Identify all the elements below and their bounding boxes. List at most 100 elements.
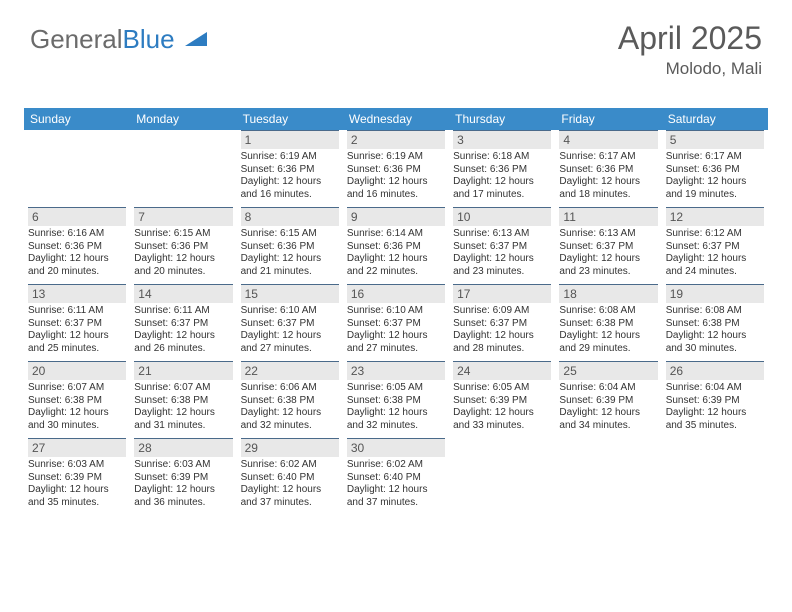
logo-text-gray: General xyxy=(30,24,123,54)
day-number: 25 xyxy=(559,361,657,380)
day-number: 19 xyxy=(666,284,764,303)
day-details: Sunrise: 6:19 AMSunset: 6:36 PMDaylight:… xyxy=(347,151,445,201)
day-details: Sunrise: 6:13 AMSunset: 6:37 PMDaylight:… xyxy=(559,228,657,278)
day-details: Sunrise: 6:02 AMSunset: 6:40 PMDaylight:… xyxy=(241,459,339,509)
calendar-day: 24 Sunrise: 6:05 AMSunset: 6:39 PMDayligh… xyxy=(449,361,555,438)
day-number: 11 xyxy=(559,207,657,226)
day-number: 6 xyxy=(28,207,126,226)
day-details: Sunrise: 6:16 AMSunset: 6:36 PMDaylight:… xyxy=(28,228,126,278)
day-details: Sunrise: 6:08 AMSunset: 6:38 PMDaylight:… xyxy=(559,305,657,355)
day-details: Sunrise: 6:19 AMSunset: 6:36 PMDaylight:… xyxy=(241,151,339,201)
calendar-day: 27 Sunrise: 6:03 AMSunset: 6:39 PMDayligh… xyxy=(24,438,130,515)
day-details: Sunrise: 6:13 AMSunset: 6:37 PMDaylight:… xyxy=(453,228,551,278)
calendar-day: 6 Sunrise: 6:16 AMSunset: 6:36 PMDaylight… xyxy=(24,207,130,284)
day-number: 27 xyxy=(28,438,126,457)
day-details: Sunrise: 6:17 AMSunset: 6:36 PMDaylight:… xyxy=(666,151,764,201)
day-number: 2 xyxy=(347,130,445,149)
day-number: 18 xyxy=(559,284,657,303)
calendar-day: 8 Sunrise: 6:15 AMSunset: 6:36 PMDaylight… xyxy=(237,207,343,284)
day-details: Sunrise: 6:07 AMSunset: 6:38 PMDaylight:… xyxy=(134,382,232,432)
day-details: Sunrise: 6:11 AMSunset: 6:37 PMDaylight:… xyxy=(134,305,232,355)
logo: GeneralBlue xyxy=(30,22,207,55)
calendar-day: . xyxy=(24,130,130,207)
day-number: 22 xyxy=(241,361,339,380)
calendar-day: 7Sunrise: 6:15 AMSunset: 6:36 PMDaylight… xyxy=(130,207,236,284)
calendar-day: 26Sunrise: 6:04 AMSunset: 6:39 PMDayligh… xyxy=(662,361,768,438)
calendar-day: 20 Sunrise: 6:07 AMSunset: 6:38 PMDayligh… xyxy=(24,361,130,438)
calendar-day: 17 Sunrise: 6:09 AMSunset: 6:37 PMDayligh… xyxy=(449,284,555,361)
day-details: Sunrise: 6:03 AMSunset: 6:39 PMDaylight:… xyxy=(134,459,232,509)
calendar-day: 19Sunrise: 6:08 AMSunset: 6:38 PMDayligh… xyxy=(662,284,768,361)
day-details: Sunrise: 6:04 AMSunset: 6:39 PMDaylight:… xyxy=(666,382,764,432)
day-details: Sunrise: 6:03 AMSunset: 6:39 PMDaylight:… xyxy=(28,459,126,509)
calendar-day: 23Sunrise: 6:05 AMSunset: 6:38 PMDayligh… xyxy=(343,361,449,438)
day-number: 4 xyxy=(559,130,657,149)
calendar: Sunday Monday Tuesday Wednesday Thursday… xyxy=(24,108,768,515)
logo-triangle-icon xyxy=(185,22,207,53)
day-number: 12 xyxy=(666,207,764,226)
day-details: Sunrise: 6:05 AMSunset: 6:38 PMDaylight:… xyxy=(347,382,445,432)
calendar-week: 6 Sunrise: 6:16 AMSunset: 6:36 PMDaylight… xyxy=(24,207,768,284)
weekday-header: Saturday xyxy=(662,108,768,130)
day-number: 13 xyxy=(28,284,126,303)
weekday-header: Friday xyxy=(555,108,661,130)
calendar-day: 11 Sunrise: 6:13 AMSunset: 6:37 PMDayligh… xyxy=(555,207,661,284)
calendar-day: . xyxy=(449,438,555,515)
day-number: 5 xyxy=(666,130,764,149)
day-number: 29 xyxy=(241,438,339,457)
calendar-day: 4 Sunrise: 6:17 AMSunset: 6:36 PMDaylight… xyxy=(555,130,661,207)
calendar-day: 29 Sunrise: 6:02 AMSunset: 6:40 PMDayligh… xyxy=(237,438,343,515)
title-block: April 2025 Molodo, Mali xyxy=(618,20,762,79)
calendar-day: . xyxy=(662,438,768,515)
day-details: Sunrise: 6:15 AMSunset: 6:36 PMDaylight:… xyxy=(241,228,339,278)
calendar-day: 30 Sunrise: 6:02 AMSunset: 6:40 PMDayligh… xyxy=(343,438,449,515)
calendar-day: 3 Sunrise: 6:18 AMSunset: 6:36 PMDaylight… xyxy=(449,130,555,207)
calendar-week: 20 Sunrise: 6:07 AMSunset: 6:38 PMDayligh… xyxy=(24,361,768,438)
calendar-day: . xyxy=(555,438,661,515)
day-number: 10 xyxy=(453,207,551,226)
calendar-day: 13 Sunrise: 6:11 AMSunset: 6:37 PMDayligh… xyxy=(24,284,130,361)
calendar-day: 22 Sunrise: 6:06 AMSunset: 6:38 PMDayligh… xyxy=(237,361,343,438)
calendar-day: 15 Sunrise: 6:10 AMSunset: 6:37 PMDayligh… xyxy=(237,284,343,361)
day-details: Sunrise: 6:18 AMSunset: 6:36 PMDaylight:… xyxy=(453,151,551,201)
day-number: 30 xyxy=(347,438,445,457)
calendar-day: 1Sunrise: 6:19 AMSunset: 6:36 PMDaylight… xyxy=(237,130,343,207)
calendar-week: 27 Sunrise: 6:03 AMSunset: 6:39 PMDayligh… xyxy=(24,438,768,515)
day-details: Sunrise: 6:09 AMSunset: 6:37 PMDaylight:… xyxy=(453,305,551,355)
day-number: 28 xyxy=(134,438,232,457)
day-details: Sunrise: 6:07 AMSunset: 6:38 PMDaylight:… xyxy=(28,382,126,432)
month-title: April 2025 xyxy=(618,20,762,57)
day-number: 24 xyxy=(453,361,551,380)
calendar-day: 10 Sunrise: 6:13 AMSunset: 6:37 PMDayligh… xyxy=(449,207,555,284)
day-details: Sunrise: 6:17 AMSunset: 6:36 PMDaylight:… xyxy=(559,151,657,201)
calendar-day: 2 Sunrise: 6:19 AMSunset: 6:36 PMDaylight… xyxy=(343,130,449,207)
calendar-day: 21 Sunrise: 6:07 AMSunset: 6:38 PMDayligh… xyxy=(130,361,236,438)
location-label: Molodo, Mali xyxy=(618,59,762,79)
day-details: Sunrise: 6:05 AMSunset: 6:39 PMDaylight:… xyxy=(453,382,551,432)
calendar-day: 12 Sunrise: 6:12 AMSunset: 6:37 PMDayligh… xyxy=(662,207,768,284)
day-number: 20 xyxy=(28,361,126,380)
weekday-header-row: Sunday Monday Tuesday Wednesday Thursday… xyxy=(24,108,768,130)
day-number: 21 xyxy=(134,361,232,380)
calendar-day: 9Sunrise: 6:14 AMSunset: 6:36 PMDaylight… xyxy=(343,207,449,284)
day-details: Sunrise: 6:11 AMSunset: 6:37 PMDaylight:… xyxy=(28,305,126,355)
day-details: Sunrise: 6:12 AMSunset: 6:37 PMDaylight:… xyxy=(666,228,764,278)
day-number: 7 xyxy=(134,207,232,226)
day-number: 3 xyxy=(453,130,551,149)
day-details: Sunrise: 6:02 AMSunset: 6:40 PMDaylight:… xyxy=(347,459,445,509)
calendar-day: . xyxy=(130,130,236,207)
weekday-header: Thursday xyxy=(449,108,555,130)
calendar-week: 13 Sunrise: 6:11 AMSunset: 6:37 PMDayligh… xyxy=(24,284,768,361)
day-number: 8 xyxy=(241,207,339,226)
day-details: Sunrise: 6:14 AMSunset: 6:36 PMDaylight:… xyxy=(347,228,445,278)
day-number: 14 xyxy=(134,284,232,303)
day-details: Sunrise: 6:06 AMSunset: 6:38 PMDaylight:… xyxy=(241,382,339,432)
day-number: 15 xyxy=(241,284,339,303)
day-details: Sunrise: 6:10 AMSunset: 6:37 PMDaylight:… xyxy=(241,305,339,355)
calendar-week: ..1Sunrise: 6:19 AMSunset: 6:36 PMDaylig… xyxy=(24,130,768,207)
day-details: Sunrise: 6:04 AMSunset: 6:39 PMDaylight:… xyxy=(559,382,657,432)
calendar-day: 14 Sunrise: 6:11 AMSunset: 6:37 PMDayligh… xyxy=(130,284,236,361)
weekday-header: Wednesday xyxy=(343,108,449,130)
day-number: 17 xyxy=(453,284,551,303)
day-details: Sunrise: 6:10 AMSunset: 6:37 PMDaylight:… xyxy=(347,305,445,355)
